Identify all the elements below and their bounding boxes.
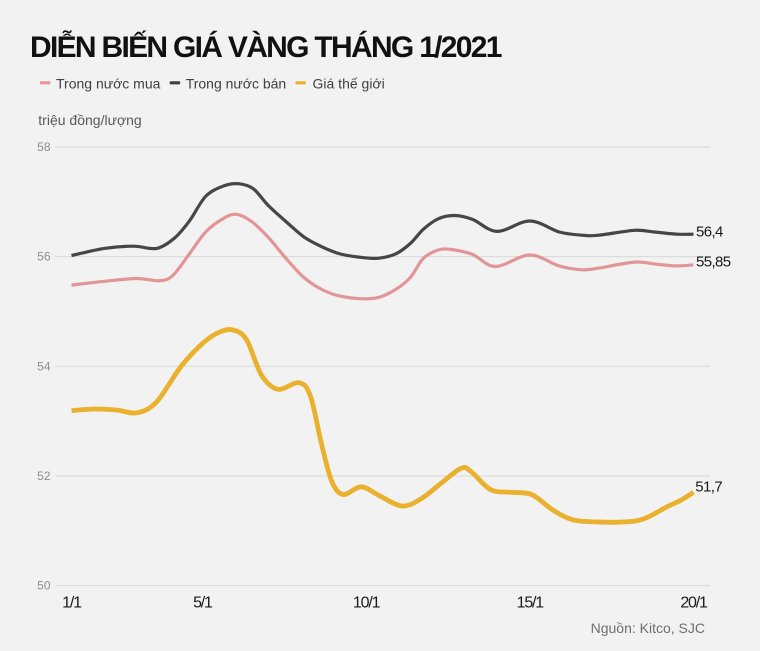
svg-text:DIỄN BIẾN GIÁ VÀNG THÁNG 1/202: DIỄN BIẾN GIÁ VÀNG THÁNG 1/2021	[30, 30, 502, 64]
svg-text:56: 56	[37, 250, 51, 264]
svg-text:56,4: 56,4	[696, 224, 723, 241]
svg-text:triệu đồng/lượng: triệu đồng/lượng	[38, 112, 141, 128]
svg-text:1/1: 1/1	[62, 595, 82, 612]
svg-text:10/1: 10/1	[353, 595, 381, 612]
svg-text:5/1: 5/1	[193, 595, 213, 612]
svg-text:Giá thế giới: Giá thế giới	[313, 76, 385, 92]
svg-text:55,85: 55,85	[696, 254, 731, 271]
svg-text:Trong nước mua: Trong nước mua	[56, 76, 161, 92]
svg-text:54: 54	[37, 359, 51, 373]
svg-text:58: 58	[37, 140, 51, 154]
svg-text:52: 52	[37, 469, 51, 483]
svg-text:15/1: 15/1	[517, 595, 545, 612]
svg-text:Trong nước bán: Trong nước bán	[186, 76, 287, 92]
svg-text:Nguồn: Kitco, SJC: Nguồn: Kitco, SJC	[591, 620, 705, 636]
svg-text:51,7: 51,7	[695, 479, 722, 496]
svg-text:50: 50	[37, 579, 51, 593]
svg-text:20/1: 20/1	[680, 595, 708, 612]
